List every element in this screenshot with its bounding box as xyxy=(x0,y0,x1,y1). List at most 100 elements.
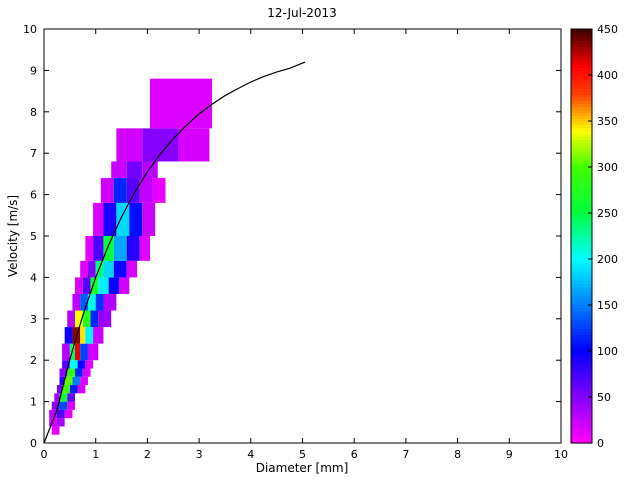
y-tick-label: 4 xyxy=(30,271,37,284)
heatmap-cell xyxy=(77,360,86,369)
y-tick-label: 10 xyxy=(23,23,37,36)
colorbar-strip xyxy=(571,137,592,141)
chart-title: 12-Jul-2013 xyxy=(267,6,337,20)
colorbar-strip xyxy=(571,353,592,357)
heatmap-cell xyxy=(72,293,81,311)
heatmap-cell xyxy=(51,401,60,410)
heatmap-cell xyxy=(59,393,68,402)
colorbar-strip xyxy=(571,347,592,351)
colorbar-strip xyxy=(571,209,592,213)
x-tick-label: 9 xyxy=(506,448,513,461)
colorbar-strip xyxy=(571,146,592,150)
heatmap-cell xyxy=(67,368,76,377)
heatmap-cell xyxy=(113,260,127,278)
y-tick-label: 2 xyxy=(30,354,37,367)
colorbar-tick-label: 50 xyxy=(597,391,611,404)
colorbar-strip xyxy=(571,224,592,228)
heatmap-cell xyxy=(75,368,83,377)
colorbar-strip xyxy=(571,425,592,429)
colorbar-strip xyxy=(571,56,592,60)
colorbar-strip xyxy=(571,395,592,399)
colorbar-strip xyxy=(571,383,592,387)
colorbar-box xyxy=(570,28,593,444)
x-tick-label: 1 xyxy=(92,448,99,461)
colorbar-strip xyxy=(571,62,592,66)
y-tick-label: 6 xyxy=(30,189,37,202)
colorbar-strip xyxy=(571,431,592,435)
heatmap-cell xyxy=(93,236,104,261)
heatmap-cell xyxy=(116,202,130,236)
colorbar-strip xyxy=(571,110,592,114)
colorbar-strip xyxy=(571,194,592,198)
colorbar-strip xyxy=(571,296,592,300)
colorbar-strip xyxy=(571,317,592,321)
heatmap-cell xyxy=(75,343,81,361)
colorbar-strip xyxy=(571,287,592,291)
y-tick-label: 7 xyxy=(30,147,37,160)
x-axis-label: Diameter [mm] xyxy=(255,461,349,475)
y-tick-labels: 0 1 2 3 4 5 6 7 8 9 10 xyxy=(23,23,37,450)
colorbar-strip xyxy=(571,230,592,234)
colorbar-strip xyxy=(571,413,592,417)
colorbar-strip xyxy=(571,293,592,297)
heatmap-cell xyxy=(98,277,109,294)
heatmap-cell xyxy=(126,161,143,179)
colorbar-strip xyxy=(571,323,592,327)
heatmap-cell xyxy=(82,310,91,328)
colorbar-tick-label: 200 xyxy=(597,253,618,266)
colorbar-strip xyxy=(571,260,592,264)
x-tick-label: 5 xyxy=(299,448,306,461)
colorbar-strip xyxy=(571,263,592,267)
colorbar-strip xyxy=(571,152,592,156)
colorbar-strip xyxy=(571,314,592,318)
colorbar-strip xyxy=(571,245,592,249)
heatmap-cell xyxy=(142,202,156,236)
colorbar-strip xyxy=(571,116,592,120)
colorbar-strip xyxy=(571,200,592,204)
colorbar-strip xyxy=(571,359,592,363)
colorbar-strip xyxy=(571,197,592,201)
colorbar-strip xyxy=(571,131,592,135)
heatmap-cell xyxy=(113,236,127,261)
heatmap-cell xyxy=(59,368,68,377)
colorbar-strip xyxy=(571,305,592,309)
heatmap-cell xyxy=(62,343,70,361)
heatmap-cell xyxy=(72,376,81,386)
heatmap-cells xyxy=(49,78,213,435)
colorbar-strip xyxy=(571,254,592,258)
colorbar-strip xyxy=(571,134,592,138)
colorbar-strip xyxy=(571,149,592,153)
heatmap-cell xyxy=(67,401,76,410)
colorbar-strip xyxy=(571,311,592,315)
colorbar-strip xyxy=(571,299,592,303)
terminal-velocity-curve xyxy=(43,61,306,444)
x-tick-label: 7 xyxy=(402,448,409,461)
colorbar-strip xyxy=(571,365,592,369)
colorbar-strip xyxy=(571,161,592,165)
colorbar-strip xyxy=(571,122,592,126)
colorbar-strip xyxy=(571,215,592,219)
colorbar-strip xyxy=(571,170,592,174)
colorbar-strip xyxy=(571,320,592,324)
x-tick-label: 6 xyxy=(351,448,358,461)
y-tick-label: 9 xyxy=(30,64,37,77)
heatmap-cell xyxy=(87,260,96,278)
heatmap-cell xyxy=(93,202,104,236)
heatmap-cell xyxy=(111,161,127,179)
colorbar-strip xyxy=(571,428,592,432)
heatmap-cell xyxy=(80,376,88,386)
colorbar-strip xyxy=(571,404,592,408)
y-tick-label: 5 xyxy=(30,230,37,243)
colorbar-strip xyxy=(571,188,592,192)
colorbar-strip xyxy=(571,179,592,183)
colorbar-strip xyxy=(571,101,592,105)
colorbar-strip xyxy=(571,44,592,48)
colorbar-strip xyxy=(571,191,592,195)
heatmap-cell xyxy=(98,310,112,328)
colorbar-strip xyxy=(571,65,592,69)
colorbar-strip xyxy=(571,221,592,225)
colorbar-strip xyxy=(571,206,592,210)
heatmap-cell xyxy=(80,327,86,344)
colorbar-strip xyxy=(571,182,592,186)
